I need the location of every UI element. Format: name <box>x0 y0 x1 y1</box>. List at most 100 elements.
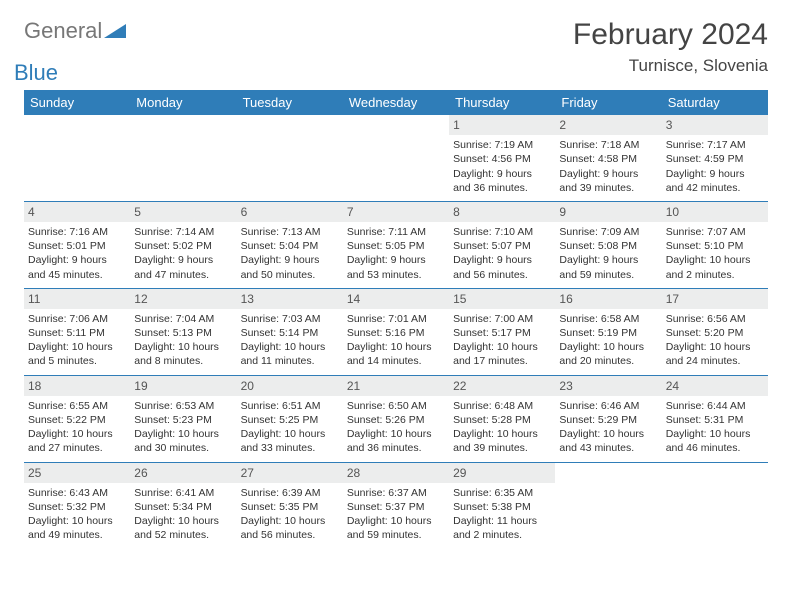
location: Turnisce, Slovenia <box>573 56 768 76</box>
sunset-text: Sunset: 5:16 PM <box>347 326 445 340</box>
calendar-cell: 15Sunrise: 7:00 AMSunset: 5:17 PMDayligh… <box>449 288 555 375</box>
sunrise-text: Sunrise: 6:56 AM <box>666 312 764 326</box>
day-number <box>343 115 449 135</box>
calendar-cell: 5Sunrise: 7:14 AMSunset: 5:02 PMDaylight… <box>130 201 236 288</box>
sunset-text: Sunset: 5:01 PM <box>28 239 126 253</box>
calendar-cell: 28Sunrise: 6:37 AMSunset: 5:37 PMDayligh… <box>343 462 449 548</box>
daylight-text: Daylight: 10 hours and 30 minutes. <box>134 427 232 455</box>
sunrise-text: Sunrise: 7:16 AM <box>28 225 126 239</box>
sunrise-text: Sunrise: 7:01 AM <box>347 312 445 326</box>
sunset-text: Sunset: 4:58 PM <box>559 152 657 166</box>
day-number: 26 <box>130 463 236 483</box>
day-header: Saturday <box>662 90 768 115</box>
day-number: 25 <box>24 463 130 483</box>
calendar-cell: 17 Sunrise: 6:56 AMSunset: 5:20 PMDayligh… <box>662 288 768 375</box>
daylight-text: Daylight: 9 hours and 53 minutes. <box>347 253 445 281</box>
sunset-text: Sunset: 5:32 PM <box>28 500 126 514</box>
daylight-text: Daylight: 11 hours and 2 minutes. <box>453 514 551 542</box>
sunset-text: Sunset: 5:07 PM <box>453 239 551 253</box>
calendar-cell: 23Sunrise: 6:46 AMSunset: 5:29 PMDayligh… <box>555 375 661 462</box>
daylight-text: Daylight: 10 hours and 24 minutes. <box>666 340 764 368</box>
daylight-text: Daylight: 9 hours and 39 minutes. <box>559 167 657 195</box>
daylight-text: Daylight: 9 hours and 56 minutes. <box>453 253 551 281</box>
day-number: 19 <box>130 376 236 396</box>
sunset-text: Sunset: 5:19 PM <box>559 326 657 340</box>
daylight-text: Daylight: 10 hours and 14 minutes. <box>347 340 445 368</box>
sunset-text: Sunset: 5:23 PM <box>134 413 232 427</box>
calendar-cell <box>24 115 130 201</box>
day-number: 11 <box>24 289 130 309</box>
sunset-text: Sunset: 5:31 PM <box>666 413 764 427</box>
sunrise-text: Sunrise: 6:48 AM <box>453 399 551 413</box>
sunset-text: Sunset: 5:14 PM <box>241 326 339 340</box>
daylight-text: Daylight: 10 hours and 43 minutes. <box>559 427 657 455</box>
daylight-text: Daylight: 9 hours and 45 minutes. <box>28 253 126 281</box>
sunset-text: Sunset: 5:29 PM <box>559 413 657 427</box>
calendar-week: 18Sunrise: 6:55 AMSunset: 5:22 PMDayligh… <box>24 375 768 462</box>
daylight-text: Daylight: 10 hours and 56 minutes. <box>241 514 339 542</box>
logo-text-2: Blue <box>14 60 116 86</box>
daylight-text: Daylight: 10 hours and 17 minutes. <box>453 340 551 368</box>
title-block: February 2024 Turnisce, Slovenia <box>573 18 768 76</box>
day-number: 17 <box>662 289 768 309</box>
sunrise-text: Sunrise: 6:50 AM <box>347 399 445 413</box>
day-number: 10 <box>662 202 768 222</box>
sunset-text: Sunset: 5:35 PM <box>241 500 339 514</box>
day-number <box>237 115 343 135</box>
calendar-cell: 10Sunrise: 7:07 AMSunset: 5:10 PMDayligh… <box>662 201 768 288</box>
sunset-text: Sunset: 5:17 PM <box>453 326 551 340</box>
day-number: 20 <box>237 376 343 396</box>
sunset-text: Sunset: 5:05 PM <box>347 239 445 253</box>
calendar-cell <box>237 115 343 201</box>
sunrise-text: Sunrise: 7:14 AM <box>134 225 232 239</box>
calendar-cell: 18Sunrise: 6:55 AMSunset: 5:22 PMDayligh… <box>24 375 130 462</box>
sunrise-text: Sunrise: 7:10 AM <box>453 225 551 239</box>
day-number: 21 <box>343 376 449 396</box>
sunrise-text: Sunrise: 6:41 AM <box>134 486 232 500</box>
day-header: Friday <box>555 90 661 115</box>
sunset-text: Sunset: 5:20 PM <box>666 326 764 340</box>
sunrise-text: Sunrise: 6:39 AM <box>241 486 339 500</box>
daylight-text: Daylight: 10 hours and 2 minutes. <box>666 253 764 281</box>
sunset-text: Sunset: 5:13 PM <box>134 326 232 340</box>
calendar-cell: 22Sunrise: 6:48 AMSunset: 5:28 PMDayligh… <box>449 375 555 462</box>
sunrise-text: Sunrise: 6:51 AM <box>241 399 339 413</box>
day-header: Thursday <box>449 90 555 115</box>
sunset-text: Sunset: 5:11 PM <box>28 326 126 340</box>
calendar-cell: 29Sunrise: 6:35 AMSunset: 5:38 PMDayligh… <box>449 462 555 548</box>
calendar-cell: 13Sunrise: 7:03 AMSunset: 5:14 PMDayligh… <box>237 288 343 375</box>
day-number: 16 <box>555 289 661 309</box>
calendar-cell: 8 Sunrise: 7:10 AMSunset: 5:07 PMDaylight… <box>449 201 555 288</box>
sunrise-text: Sunrise: 7:17 AM <box>666 138 764 152</box>
day-number: 27 <box>237 463 343 483</box>
calendar-cell: 14 Sunrise: 7:01 AMSunset: 5:16 PMDayligh… <box>343 288 449 375</box>
calendar-cell: 12Sunrise: 7:04 AMSunset: 5:13 PMDayligh… <box>130 288 236 375</box>
day-number: 8 <box>449 202 555 222</box>
sunset-text: Sunset: 5:08 PM <box>559 239 657 253</box>
daylight-text: Daylight: 10 hours and 36 minutes. <box>347 427 445 455</box>
daylight-text: Daylight: 9 hours and 50 minutes. <box>241 253 339 281</box>
calendar-week: 25Sunrise: 6:43 AMSunset: 5:32 PMDayligh… <box>24 462 768 548</box>
day-number <box>555 463 661 483</box>
calendar-cell: 7Sunrise: 7:11 AMSunset: 5:05 PMDaylight… <box>343 201 449 288</box>
calendar-cell: 6Sunrise: 7:13 AMSunset: 5:04 PMDaylight… <box>237 201 343 288</box>
day-number: 14 <box>343 289 449 309</box>
day-header-row: Sunday Monday Tuesday Wednesday Thursday… <box>24 90 768 115</box>
daylight-text: Daylight: 10 hours and 20 minutes. <box>559 340 657 368</box>
sunrise-text: Sunrise: 7:06 AM <box>28 312 126 326</box>
sunrise-text: Sunrise: 7:04 AM <box>134 312 232 326</box>
calendar-cell: 3Sunrise: 7:17 AMSunset: 4:59 PMDaylight… <box>662 115 768 201</box>
header: General Blue February 2024 Turnisce, Slo… <box>24 18 768 76</box>
sunset-text: Sunset: 5:26 PM <box>347 413 445 427</box>
calendar-cell: 21 Sunrise: 6:50 AMSunset: 5:26 PMDayligh… <box>343 375 449 462</box>
day-header: Monday <box>130 90 236 115</box>
page-title: February 2024 <box>573 18 768 52</box>
daylight-text: Daylight: 10 hours and 52 minutes. <box>134 514 232 542</box>
daylight-text: Daylight: 9 hours and 42 minutes. <box>666 167 764 195</box>
sunrise-text: Sunrise: 6:44 AM <box>666 399 764 413</box>
day-number <box>130 115 236 135</box>
calendar-week: 1Sunrise: 7:19 AMSunset: 4:56 PMDaylight… <box>24 115 768 201</box>
day-header: Wednesday <box>343 90 449 115</box>
sunset-text: Sunset: 5:10 PM <box>666 239 764 253</box>
day-number: 5 <box>130 202 236 222</box>
